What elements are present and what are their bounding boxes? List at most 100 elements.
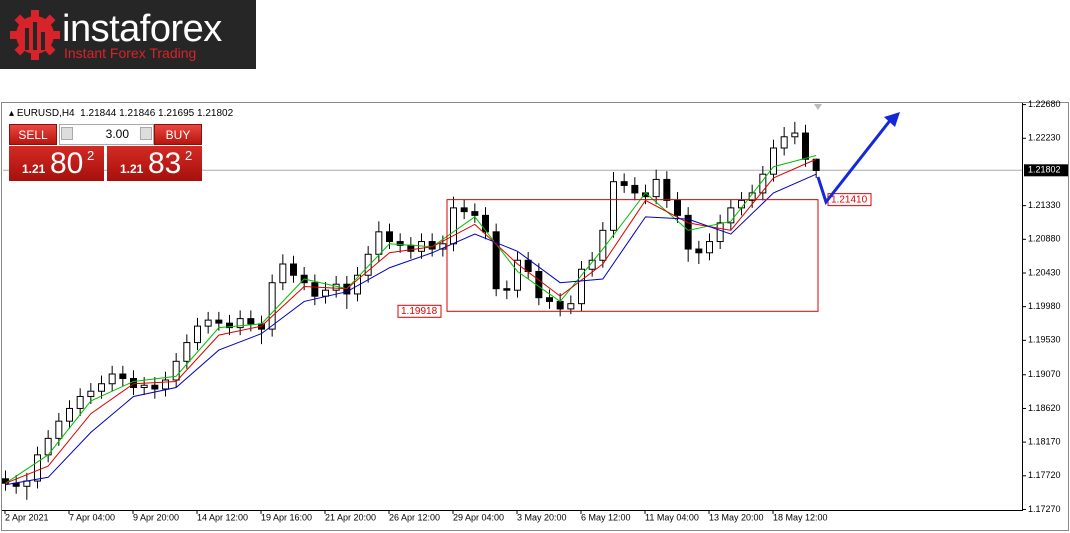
candle-body [620,181,628,186]
candle-body [588,259,596,270]
candle-body [450,207,457,245]
x-tick-label: 2 Apr 2021 [5,512,49,522]
quote: 1.21846 [119,108,156,119]
x-tick-label: 6 May 12:00 [581,512,631,522]
candle-body [599,229,607,261]
bid-pips: 80 [50,147,84,180]
candle-body [290,263,297,276]
volume-input[interactable]: 3.00 [59,124,154,145]
candle-body [791,132,799,138]
y-tick-label: 1.17720 [1028,470,1061,480]
sell-button[interactable]: SELL [9,124,57,145]
candle-body [364,253,372,276]
candle-body [780,136,788,149]
candle-body [66,407,73,422]
x-tick-label: 11 May 04:00 [645,512,699,522]
x-tick-label: 19 Apr 16:00 [261,512,312,522]
y-tick-label: 1.22680 [1028,99,1061,109]
ask-price[interactable]: 1.21 83 2 [107,146,202,181]
volume: 3.00 [105,127,129,141]
candle-body [279,263,287,284]
candle-body [151,384,159,390]
candle-body [108,373,116,385]
candle-body [162,379,169,390]
candle-body [503,288,511,291]
quote: 1.21844 [80,108,117,119]
candle-body [322,289,329,297]
candle-body [119,373,127,380]
candle-body [770,147,777,175]
candle-body [311,282,319,297]
candle-body [738,199,745,209]
candle-body [727,207,735,224]
ask-pips: 83 [148,147,182,180]
range-zone [446,199,819,312]
candle-body [695,248,703,254]
x-tick-label: 9 Apr 20:00 [133,512,179,522]
candle-body [524,259,532,272]
candle-body [812,158,820,171]
candle-body [76,395,84,409]
moving-average [5,155,817,484]
candle-body [652,178,660,198]
chart-header: ▴ EURUSD,H4 1.21844 1.21846 1.21695 1.21… [9,108,234,119]
candle-body [610,181,617,231]
y-tick-label: 1.21330 [1028,200,1061,210]
buy-button[interactable]: BUY [154,124,202,145]
x-tick-label: 21 Apr 20:00 [325,512,376,522]
candle-body [236,318,244,329]
candle-body [140,384,148,388]
symbol: EURUSD,H4 [16,108,75,119]
candle-body [631,184,639,194]
y-tick-label: 1.20430 [1028,267,1061,277]
volume-up[interactable] [140,127,152,140]
candle-body [674,199,681,216]
logo[interactable]: instaforex Instant Forex Trading [0,0,256,69]
candle-body [663,178,671,201]
candle-body [55,420,63,439]
logo-icon [10,10,60,60]
candle-body [226,322,233,329]
candle-body [567,303,575,310]
candle-body [396,241,404,246]
candle-body [194,325,201,344]
quote: 1.21695 [158,108,195,119]
candle-body [172,360,180,381]
y-tick-label: 1.18170 [1028,436,1061,446]
y-tick-label: 1.22230 [1028,133,1061,143]
candle-body [482,214,489,233]
candle-body [802,132,809,160]
x-tick-label: 29 Apr 04:00 [453,512,504,522]
candle-body [183,342,191,362]
moving-average [5,158,817,484]
volume-down[interactable] [61,127,73,140]
x-tick-label: 18 May 12:00 [773,512,828,522]
candle-body [204,319,212,327]
x-tick-label: 13 May 20:00 [709,512,764,522]
bid-price[interactable]: 1.21 80 2 [9,146,104,181]
current-price-box [1024,164,1068,177]
candle-body [546,297,553,302]
logo-tagline: Instant Forex Trading [64,45,197,61]
y-tick-label: 1.17270 [1028,504,1061,514]
candle-body [514,259,521,291]
x-tick-label: 7 Apr 04:00 [69,512,115,522]
candle-body [460,207,468,213]
candle-body [215,319,223,324]
candle-body [716,222,724,243]
quote: 1.21802 [196,108,234,119]
zone-low-label: 1.19918 [401,306,438,317]
candle-body [684,214,692,250]
candle-body [471,211,479,216]
x-tick-label: 14 Apr 12:00 [197,512,248,522]
trade-panel: SELL 3.00 BUY 1.21 80 2 1.21 83 2 [9,124,202,181]
moving-average [5,173,817,486]
bid-big: 1.21 [22,162,46,176]
candle-body [492,231,500,290]
logo-text: instaforex [62,8,222,50]
forecast-arrow [816,112,900,206]
candle-body [98,383,105,392]
ask-fraction: 2 [185,148,193,163]
